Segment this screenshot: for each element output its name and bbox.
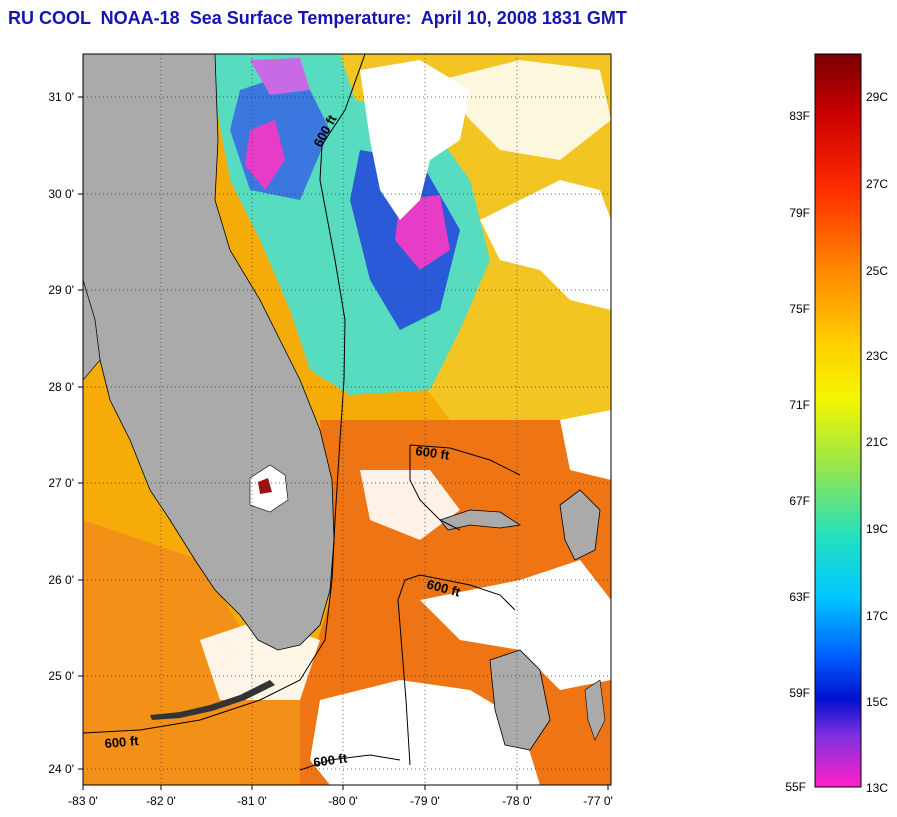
isobath-600ft-line [409, 445, 461, 531]
isobath-600ft-line [299, 754, 401, 771]
axis-ticks [78, 96, 609, 790]
colorbar-f-label: 63F [789, 590, 810, 604]
colorbar-c-label: 21C [866, 435, 888, 449]
cloud-cover [560, 410, 611, 480]
isobath-600ft-line [419, 574, 516, 611]
isobath-600ft-line [397, 574, 421, 766]
lon-tick-label: -77 0' [583, 794, 613, 808]
colorbar-c-label: 23C [866, 349, 888, 363]
abaco-land [559, 489, 601, 561]
cloud-cover [360, 60, 470, 220]
lon-tick-label: -79 0' [410, 794, 440, 808]
lat-tick-label: 25 0' [48, 669, 74, 683]
colorbar-f-label: 71F [789, 398, 810, 412]
colorbar-c-label: 19C [866, 522, 888, 536]
lon-tick-label: -80 0' [328, 794, 358, 808]
sst-map-area [83, 54, 611, 785]
grand-bahama-land [439, 509, 522, 531]
graticule [83, 54, 611, 785]
colorbar-f-label: 75F [789, 302, 810, 316]
lat-tick-label: 28 0' [48, 380, 74, 394]
cloud-cover [440, 60, 611, 160]
colorbar-c-label: 17C [866, 609, 888, 623]
lat-tick-label: 27 0' [48, 476, 74, 490]
colorbar-f-label: 55F [785, 780, 806, 794]
lon-tick-label: -78 0' [502, 794, 532, 808]
map-title: RU COOL NOAA-18 Sea Surface Temperature:… [8, 8, 627, 28]
cloud-cover [310, 680, 540, 785]
cloud-cover [480, 180, 611, 310]
colorbar-c-label: 25C [866, 264, 888, 278]
cloud-cover [420, 560, 611, 690]
coldest-water-patch [245, 120, 285, 190]
isobath-label: 600 ft [415, 443, 451, 463]
lat-tick-label: 29 0' [48, 283, 74, 297]
colorbar-c-label: 27C [866, 177, 888, 191]
colorbar-c-label: 29C [866, 90, 888, 104]
gulf-coast-land [83, 279, 101, 381]
isobath-600ft-line [409, 444, 521, 476]
colorbar-f-label: 83F [789, 109, 810, 123]
colorbar-f-label: 67F [789, 494, 810, 508]
isobath-600ft-line [83, 54, 366, 734]
colorbar-c-label: 13C [866, 781, 888, 795]
map-frame [82, 53, 612, 786]
lat-tick-label: 31 0' [48, 90, 74, 104]
isobath-label: 600 ft [312, 750, 348, 770]
lon-tick-label: -82 0' [146, 794, 176, 808]
lon-tick-label: -81 0' [237, 794, 267, 808]
lat-tick-label: 26 0' [48, 573, 74, 587]
coldest-water-patch [395, 195, 450, 270]
isobath-label: 600 ft [104, 733, 140, 751]
colorbar-f-label: 59F [789, 686, 810, 700]
lake-warm-patch [258, 478, 272, 494]
lat-tick-label: 30 0' [48, 187, 74, 201]
colorbar-c-label: 15C [866, 695, 888, 709]
colorbar-f-label: 79F [789, 206, 810, 220]
eleuthera-land [584, 679, 606, 741]
gulf-orange-field [83, 520, 300, 785]
coldest-water-patch [250, 58, 310, 95]
florida-keys-land [150, 680, 275, 720]
cloud-cover [360, 470, 460, 540]
colorbar [814, 53, 862, 788]
andros-land [489, 649, 551, 751]
lon-tick-label: -83 0' [68, 794, 98, 808]
lat-tick-label: 24 0' [48, 762, 74, 776]
